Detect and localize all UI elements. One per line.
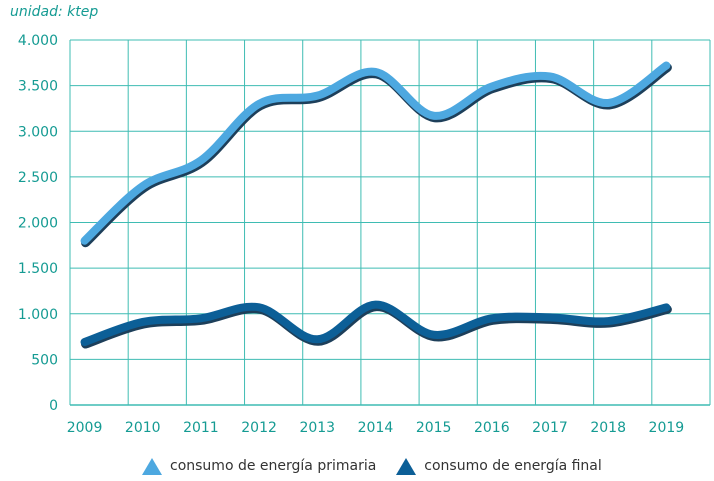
data-point <box>665 306 667 308</box>
data-point <box>491 317 493 319</box>
x-tick-label: 2016 <box>474 420 510 436</box>
data-point <box>607 102 609 104</box>
data-point <box>374 71 376 73</box>
y-axis: 0 500 1.000 1.500 2.000 2.500 3.000 3.500 4.000 <box>18 33 58 414</box>
data-point <box>549 316 551 318</box>
data-point <box>142 321 144 323</box>
data-point <box>433 334 435 336</box>
legend-marker-primaria <box>142 457 162 475</box>
x-tick-label: 2011 <box>183 420 219 436</box>
data-point <box>374 304 376 306</box>
chart-grid <box>69 39 711 406</box>
data-point <box>84 240 86 242</box>
x-tick-label: 2012 <box>241 420 277 436</box>
data-point <box>491 86 493 88</box>
x-tick-label: 2018 <box>590 420 626 436</box>
series-line-0 <box>80 61 671 245</box>
data-point <box>316 95 318 97</box>
data-point <box>433 115 435 117</box>
legend-item-primaria: consumo de energía primaria <box>142 457 377 475</box>
y-tick-label: 3.500 <box>18 79 58 95</box>
y-tick-label: 500 <box>31 352 58 368</box>
data-point <box>258 306 260 308</box>
x-axis: 2009 2010 2011 2012 2013 2014 2015 2016 2017 2018… <box>67 420 684 436</box>
legend-marker-final <box>396 457 417 475</box>
y-tick-label: 4.000 <box>18 33 58 49</box>
x-tick-label: 2009 <box>67 420 103 436</box>
data-point <box>200 317 202 319</box>
data-point <box>549 76 551 77</box>
x-tick-label: 2019 <box>649 420 685 436</box>
data-point <box>258 103 260 105</box>
y-tick-label: 3.000 <box>18 124 58 140</box>
legend-item-final: consumo de energía final <box>396 457 602 475</box>
x-tick-label: 2010 <box>125 420 161 436</box>
y-tick-label: 0 <box>49 398 58 414</box>
data-point <box>607 320 609 322</box>
y-tick-label: 1.500 <box>18 261 58 277</box>
x-tick-label: 2014 <box>358 420 394 436</box>
x-tick-label: 2015 <box>416 420 452 436</box>
data-point <box>665 65 667 67</box>
legend-label-primaria: consumo de energía primaria <box>170 458 377 474</box>
series-line-shadow-1 <box>81 302 672 349</box>
y-tick-label: 1.000 <box>18 307 58 323</box>
data-point <box>142 185 144 187</box>
series-lines <box>80 61 672 349</box>
x-tick-label: 2017 <box>532 420 568 436</box>
x-tick-label: 2013 <box>299 420 335 436</box>
chart-legend: consumo de energía primaria consumo de e… <box>142 455 622 477</box>
y-tick-label: 2.000 <box>18 216 58 232</box>
data-point <box>316 338 318 340</box>
unit-label: unidad: ktep <box>10 4 99 20</box>
legend-label-final: consumo de energía final <box>424 458 602 474</box>
data-point <box>84 341 86 343</box>
data-point <box>200 159 202 161</box>
y-tick-label: 2.500 <box>18 170 58 186</box>
